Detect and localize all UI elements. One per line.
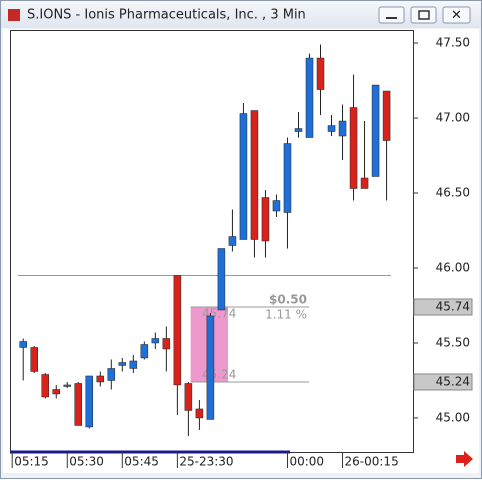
y-tick-label: 46.00 bbox=[436, 260, 470, 274]
candle-body bbox=[140, 344, 149, 359]
measure-change: $0.50 bbox=[269, 293, 307, 307]
y-tick-label: 45.50 bbox=[436, 335, 470, 349]
candle-body bbox=[63, 384, 72, 387]
candle-body bbox=[250, 110, 259, 240]
candle-body bbox=[85, 375, 94, 428]
candle-body bbox=[162, 338, 171, 350]
candle-body bbox=[294, 128, 303, 132]
y-tick-label: 47.50 bbox=[436, 36, 470, 50]
x-tick-label: 05:15 bbox=[14, 455, 49, 469]
candle-body bbox=[19, 341, 27, 348]
candle-body bbox=[272, 200, 281, 212]
candle-body bbox=[327, 125, 336, 132]
app-icon bbox=[8, 9, 20, 21]
x-tick-label: 25-23:30 bbox=[179, 455, 233, 469]
x-tick-label: 00:00 bbox=[289, 455, 324, 469]
y-tick-label: 45.00 bbox=[436, 410, 470, 424]
price-marker bbox=[413, 298, 473, 316]
restore-button[interactable] bbox=[410, 6, 437, 24]
candle-body bbox=[107, 368, 116, 381]
candle-body bbox=[52, 389, 60, 395]
y-tick-label: 46.50 bbox=[436, 186, 470, 200]
candle-body bbox=[217, 248, 226, 311]
x-tick-label: 05:45 bbox=[124, 455, 159, 469]
measure-percent: 1.11 % bbox=[265, 308, 307, 322]
candle-body bbox=[118, 362, 127, 366]
candle-body bbox=[382, 90, 391, 141]
candle-body bbox=[173, 275, 182, 386]
candle-body bbox=[305, 57, 314, 138]
close-button[interactable] bbox=[442, 6, 471, 24]
candle-body bbox=[184, 383, 193, 411]
candle-body bbox=[239, 113, 248, 240]
window-title: S.IONS - Ionis Pharmaceuticals, Inc. , 3… bbox=[27, 8, 306, 23]
candle-body bbox=[206, 315, 215, 420]
candle-body bbox=[283, 143, 292, 213]
scroll-arrow[interactable] bbox=[456, 451, 473, 467]
y-tick-label: 47.00 bbox=[436, 111, 470, 125]
minimize-button[interactable] bbox=[378, 6, 405, 24]
candle-body bbox=[316, 57, 325, 90]
window-buttons[interactable]: ✕ bbox=[378, 6, 471, 24]
candle-body bbox=[371, 84, 380, 177]
close-icon: ✕ bbox=[451, 8, 462, 23]
x-tick-label: 05:30 bbox=[69, 455, 104, 469]
x-tick-label: 26-00:15 bbox=[345, 455, 399, 469]
candle-body bbox=[360, 177, 369, 189]
price-marker bbox=[413, 373, 473, 391]
candle-body bbox=[30, 347, 38, 372]
candle-body bbox=[349, 107, 358, 189]
restore-icon bbox=[418, 10, 430, 20]
candle-body bbox=[129, 360, 138, 369]
candle-body bbox=[74, 383, 83, 426]
candle-body bbox=[41, 374, 49, 398]
candle-body bbox=[195, 408, 204, 419]
price-marker-label: 45.24 bbox=[436, 374, 470, 388]
candle-body bbox=[228, 236, 237, 246]
candle-body bbox=[96, 375, 105, 383]
candle-body bbox=[151, 338, 160, 344]
candle-body bbox=[338, 120, 347, 137]
candle-body bbox=[261, 197, 270, 242]
price-marker-label: 45.74 bbox=[436, 299, 470, 313]
